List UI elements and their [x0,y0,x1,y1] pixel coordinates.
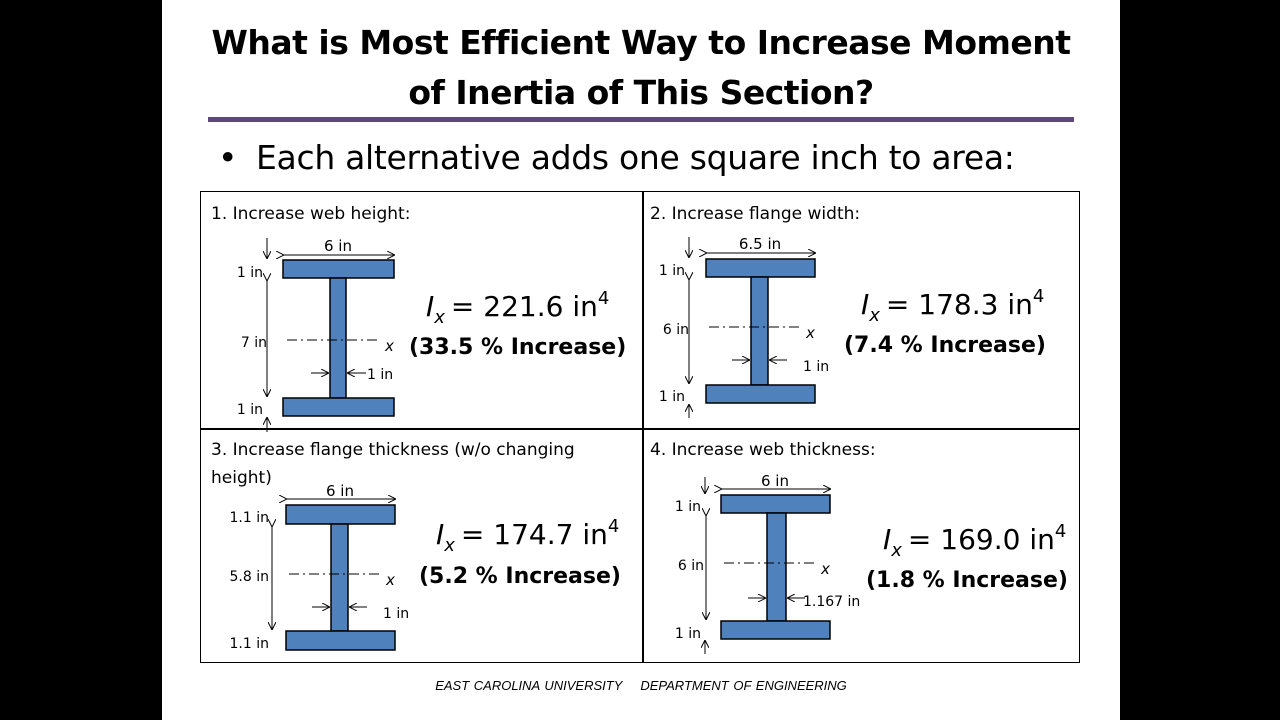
panel-1-top-flange-label: 1 in [237,265,263,281]
panel-4-ix-exponent: 4 [1055,521,1066,542]
panel-3-bottom-flange [285,630,396,651]
panel-1-flange-width-label: 6 in [324,237,352,255]
panel-3-ix-subscript: x [443,535,455,556]
panel-4-bottom-flange-label: 1 in [675,626,701,642]
panel-1-bottom-flange-label: 1 in [237,402,263,418]
panel-3-heading-line-2: height) [211,468,272,488]
panel-1-web [329,277,347,399]
panel-2-web-thickness-label: 1 in [803,359,829,375]
panel-3-top-flange [285,504,396,525]
panel-3-axis-label: x [385,571,395,589]
panel-1-web-thickness-label: 1 in [367,367,393,383]
panel-2-ix-subscript: x [868,305,880,326]
bullet-dot-icon: • [218,138,238,177]
panel-4-increase: (1.8 % Increase) [866,568,1068,593]
panel-4-ix-symbol: I [883,523,891,556]
footer-university: EAST CAROLINA UNIVERSITY [435,678,623,693]
title-line-1: What is Most Efficient Way to Increase M… [211,23,1071,62]
panel-2-ix-symbol: I [861,288,869,321]
panel-3-ix-symbol: I [436,518,444,551]
panel-1-increase: (33.5 % Increase) [409,335,626,360]
panel-4-web-height-label: 6 in [678,558,704,574]
panel-4-web [766,512,787,622]
panel-3-heading-line-1: 3. Increase flange thickness (w/o changi… [211,440,575,460]
panel-1-top-flange [282,259,395,279]
panel-2-flange-width-label: 6.5 in [739,235,781,253]
panel-4-ix-value: = 169.0 in [908,523,1055,556]
panel-4: 4. Increase web thickness: 6 in 1 in 6 i… [650,440,1068,654]
panel-1-bottom-flange [282,397,395,417]
footer: EAST CAROLINA UNIVERSITY DEPARTMENT OF EN… [162,678,1120,693]
panel-3-web [330,523,349,632]
panel-3-bottom-flange-label: 1.1 in [230,636,269,652]
footer-department: DEPARTMENT OF ENGINEERING [640,678,847,693]
panel-3-ix-exponent: 4 [608,516,619,537]
panel-2-increase: (7.4 % Increase) [844,333,1046,358]
panel-2-top-flange-label: 1 in [659,263,685,279]
alternatives-grid: 1. Increase web height: 6 in 1 in 7 in 1… [200,191,1080,663]
panel-4-moment-of-inertia: Ix = 169.0 in4 [883,521,1066,561]
panel-4-bottom-flange [720,620,831,640]
panel-3-top-flange-label: 1.1 in [230,510,269,526]
panel-2-web-height-label: 6 in [663,322,689,338]
panel-3-ix-value: = 174.7 in [461,518,608,551]
panel-1-ix-exponent: 4 [598,288,609,309]
panel-1-moment-of-inertia: Ix = 221.6 in4 [426,288,609,328]
panel-2-bottom-flange-label: 1 in [659,389,685,405]
slide: What is Most Efficient Way to Increase M… [162,0,1120,720]
grid-vertical-divider [642,192,644,662]
panel-4-top-flange [720,494,831,514]
beam-diagrams: 1. Increase web height: 6 in 1 in 7 in 1… [211,204,1068,654]
grid-horizontal-divider [201,428,1079,430]
panel-2-ix-value: = 178.3 in [886,288,1033,321]
panel-3-web-height-label: 5.8 in [230,569,269,585]
panel-4-heading: 4. Increase web thickness: [650,440,876,460]
panel-2-axis-label: x [805,324,815,342]
panel-1-web-height-label: 7 in [241,335,267,351]
panel-3-web-thickness-label: 1 in [383,606,409,622]
panel-3: 3. Increase flange thickness (w/o changi… [211,440,621,652]
bullet-point: • Each alternative adds one square inch t… [218,138,1015,177]
panel-4-top-flange-label: 1 in [675,499,701,515]
panel-1-ix-value: = 221.6 in [451,290,598,323]
slide-title: What is Most Efficient Way to Increase M… [162,18,1120,118]
panel-3-increase: (5.2 % Increase) [419,564,621,589]
panel-2-ix-exponent: 4 [1033,286,1044,307]
panel-4-ix-subscript: x [890,540,902,561]
bullet-text: Each alternative adds one square inch to… [256,138,1015,177]
panel-1-ix-symbol: I [426,290,434,323]
title-divider [208,117,1074,122]
panel-2: 2. Increase flange width: 6.5 in 1 in 6 … [650,204,1046,418]
panel-1-axis-label: x [384,337,394,355]
panel-2-heading: 2. Increase flange width: [650,204,860,224]
panel-2-bottom-flange [705,384,816,404]
panel-2-top-flange [705,258,816,278]
panel-3-flange-width-label: 6 in [326,482,354,500]
panel-1-ix-subscript: x [433,307,445,328]
panel-4-flange-width-label: 6 in [761,472,789,490]
panel-4-axis-label: x [820,560,830,578]
panel-3-moment-of-inertia: Ix = 174.7 in4 [436,516,619,556]
panel-2-web [750,276,769,386]
panel-1-heading: 1. Increase web height: [211,204,410,224]
panel-1: 1. Increase web height: 6 in 1 in 7 in 1… [211,204,626,432]
panel-2-moment-of-inertia: Ix = 178.3 in4 [861,286,1044,326]
panel-4-web-thickness-label: 1.167 in [803,594,860,610]
title-line-2: of Inertia of This Section? [408,73,874,112]
